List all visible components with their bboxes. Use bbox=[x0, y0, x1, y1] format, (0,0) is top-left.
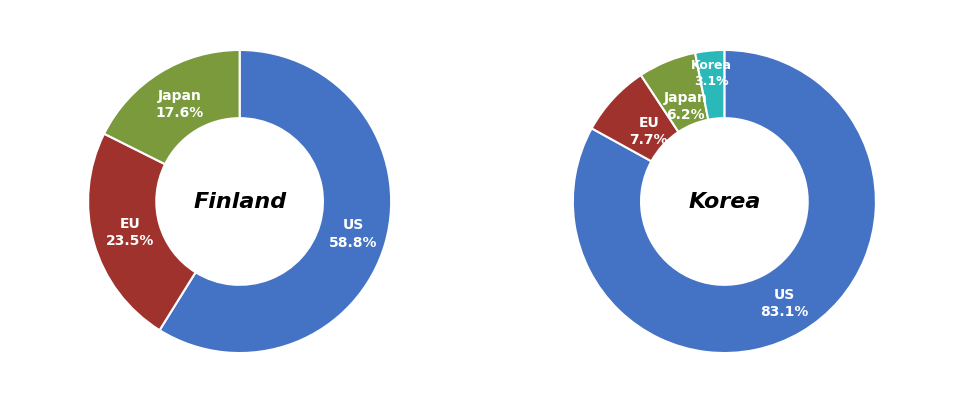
Wedge shape bbox=[88, 134, 196, 330]
Text: EU
23.5%: EU 23.5% bbox=[106, 217, 154, 248]
Wedge shape bbox=[104, 50, 240, 164]
Text: EU
7.7%: EU 7.7% bbox=[629, 116, 668, 147]
Wedge shape bbox=[573, 50, 876, 353]
Wedge shape bbox=[695, 50, 724, 120]
Text: Korea
3.1%: Korea 3.1% bbox=[691, 59, 733, 88]
Text: US
58.8%: US 58.8% bbox=[329, 218, 378, 249]
Wedge shape bbox=[641, 53, 709, 132]
Text: Korea: Korea bbox=[688, 191, 761, 212]
Text: Japan
6.2%: Japan 6.2% bbox=[663, 91, 708, 122]
Text: US
83.1%: US 83.1% bbox=[761, 288, 809, 319]
Text: Finland: Finland bbox=[193, 191, 286, 212]
Wedge shape bbox=[592, 75, 679, 161]
Text: Japan
17.6%: Japan 17.6% bbox=[156, 89, 204, 120]
Wedge shape bbox=[160, 50, 391, 353]
